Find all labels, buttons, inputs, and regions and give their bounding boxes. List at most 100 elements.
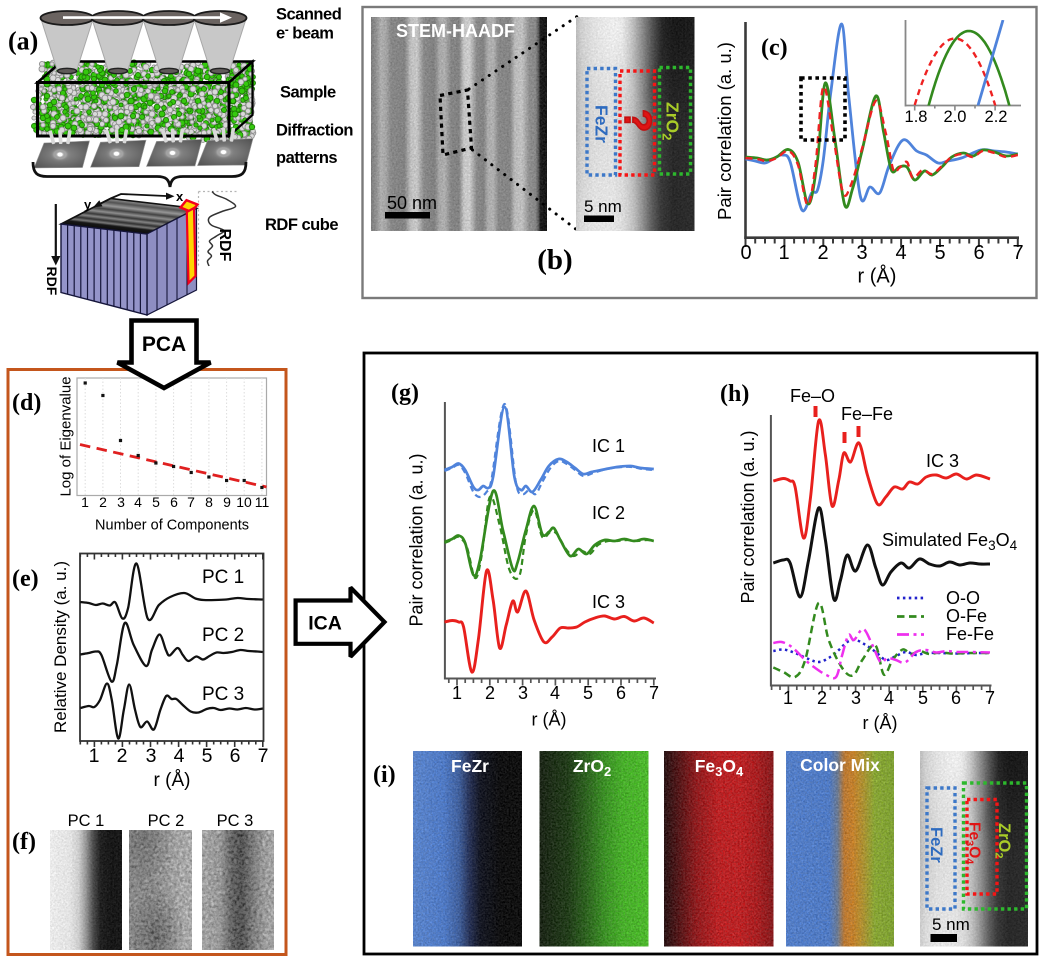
svg-text:y: y xyxy=(84,197,92,212)
svg-text:O-Fe: O-Fe xyxy=(946,606,987,626)
svg-text:11: 11 xyxy=(255,494,270,510)
svg-text:4: 4 xyxy=(174,745,185,767)
svg-text:ZrO2: ZrO2 xyxy=(573,756,611,779)
svg-text:O-O: O-O xyxy=(946,588,980,608)
svg-text:50 nm: 50 nm xyxy=(387,193,437,213)
svg-text:Log of Eigenvalue: Log of Eigenvalue xyxy=(58,376,75,496)
svg-text:1: 1 xyxy=(778,242,789,264)
svg-text:Fe3O4: Fe3O4 xyxy=(963,822,983,865)
svg-text:7: 7 xyxy=(187,494,195,510)
svg-text:PC 3: PC 3 xyxy=(217,812,254,830)
svg-text:6: 6 xyxy=(951,688,961,708)
svg-text:?: ? xyxy=(616,109,658,132)
svg-text:Fe-Fe: Fe-Fe xyxy=(946,624,994,644)
svg-text:Fe–Fe: Fe–Fe xyxy=(841,404,893,424)
svg-text:7: 7 xyxy=(649,683,659,703)
svg-text:1.8: 1.8 xyxy=(905,108,928,126)
svg-text:r (Å): r (Å) xyxy=(154,770,191,791)
svg-text:7: 7 xyxy=(1012,242,1023,264)
svg-text:Fe3O4: Fe3O4 xyxy=(695,756,744,779)
svg-text:r (Å): r (Å) xyxy=(863,713,898,733)
svg-text:r (Å): r (Å) xyxy=(858,265,897,288)
svg-text:3: 3 xyxy=(518,683,528,703)
svg-text:5: 5 xyxy=(152,494,160,510)
svg-text:8: 8 xyxy=(205,494,213,510)
svg-text:ICA: ICA xyxy=(308,613,342,635)
svg-text:PC 2: PC 2 xyxy=(148,812,185,830)
svg-text:2.2: 2.2 xyxy=(985,108,1008,126)
svg-text:3: 3 xyxy=(851,688,861,708)
svg-text:1: 1 xyxy=(89,745,100,767)
svg-text:2: 2 xyxy=(817,242,828,264)
svg-text:Sample: Sample xyxy=(280,84,336,102)
svg-text:5: 5 xyxy=(583,683,593,703)
svg-text:patterns: patterns xyxy=(276,149,337,167)
svg-text:RDF cube: RDF cube xyxy=(265,216,338,234)
svg-text:4: 4 xyxy=(895,242,906,264)
svg-text:Relative Density (a. u.): Relative Density (a. u.) xyxy=(51,561,70,733)
svg-text:Simulated Fe3O4: Simulated Fe3O4 xyxy=(882,530,1018,553)
svg-text:Pair correlation (a. u.): Pair correlation (a. u.) xyxy=(714,42,735,220)
svg-text:PC 2: PC 2 xyxy=(202,625,244,646)
svg-text:Pair correlation (a. u.): Pair correlation (a. u.) xyxy=(738,430,758,603)
svg-text:2: 2 xyxy=(485,683,495,703)
svg-text:(d): (d) xyxy=(12,390,41,416)
svg-text:2: 2 xyxy=(99,494,107,510)
svg-text:5 nm: 5 nm xyxy=(584,197,622,216)
svg-text:(i): (i) xyxy=(373,762,396,788)
svg-text:7: 7 xyxy=(985,688,995,708)
svg-text:2.0: 2.0 xyxy=(944,108,967,126)
svg-text:PC 1: PC 1 xyxy=(202,567,244,588)
svg-text:5: 5 xyxy=(202,745,213,767)
svg-text:(c): (c) xyxy=(761,35,788,61)
svg-text:RDF: RDF xyxy=(216,229,233,262)
svg-text:6: 6 xyxy=(230,745,241,767)
svg-text:9: 9 xyxy=(223,494,231,510)
svg-text:3: 3 xyxy=(146,745,157,767)
svg-text:IC 3: IC 3 xyxy=(926,451,959,471)
svg-text:4: 4 xyxy=(884,688,894,708)
svg-text:3: 3 xyxy=(117,494,125,510)
svg-text:4: 4 xyxy=(550,683,560,703)
svg-text:ZrO2: ZrO2 xyxy=(993,823,1014,858)
svg-text:FeZr: FeZr xyxy=(451,756,489,776)
svg-text:Pair correlation (a. u.): Pair correlation (a. u.) xyxy=(407,453,427,626)
svg-text:6: 6 xyxy=(170,494,178,510)
svg-text:7: 7 xyxy=(258,745,269,767)
svg-text:1: 1 xyxy=(81,494,89,510)
svg-text:(e): (e) xyxy=(12,566,39,592)
svg-text:IC 1: IC 1 xyxy=(592,436,625,456)
svg-text:RDF: RDF xyxy=(44,267,60,296)
svg-text:FeZr: FeZr xyxy=(927,827,945,863)
svg-text:4: 4 xyxy=(134,494,142,510)
svg-text:ZrO2: ZrO2 xyxy=(660,102,683,140)
svg-text:(b): (b) xyxy=(537,244,572,276)
svg-text:10: 10 xyxy=(236,494,252,510)
svg-text:6: 6 xyxy=(616,683,626,703)
svg-text:0: 0 xyxy=(740,242,751,264)
svg-text:r (Å): r (Å) xyxy=(532,710,567,730)
svg-text:3: 3 xyxy=(856,242,867,264)
svg-text:e- beam: e- beam xyxy=(276,23,333,43)
svg-text:FeZr: FeZr xyxy=(592,105,612,143)
svg-text:(h): (h) xyxy=(720,381,749,407)
svg-text:Diffraction: Diffraction xyxy=(276,122,353,140)
svg-text:(g): (g) xyxy=(391,380,419,406)
svg-text:2: 2 xyxy=(817,688,827,708)
svg-text:6: 6 xyxy=(973,242,984,264)
svg-text:(a): (a) xyxy=(8,27,38,56)
svg-text:PCA: PCA xyxy=(142,333,186,356)
svg-text:Fe–O: Fe–O xyxy=(790,386,835,406)
svg-text:Scanned: Scanned xyxy=(276,6,341,24)
svg-text:5 nm: 5 nm xyxy=(932,915,970,934)
svg-text:2: 2 xyxy=(117,745,128,767)
svg-text:IC 3: IC 3 xyxy=(592,592,625,612)
svg-text:PC 1: PC 1 xyxy=(68,812,105,830)
svg-text:Color Mix: Color Mix xyxy=(800,755,880,775)
svg-text:Number of Components: Number of Components xyxy=(95,518,249,534)
svg-text:5: 5 xyxy=(934,242,945,264)
svg-text:1: 1 xyxy=(783,688,793,708)
svg-text:PC 3: PC 3 xyxy=(202,684,244,705)
svg-text:STEM-HAADF: STEM-HAADF xyxy=(396,21,515,41)
svg-text:1: 1 xyxy=(452,683,462,703)
